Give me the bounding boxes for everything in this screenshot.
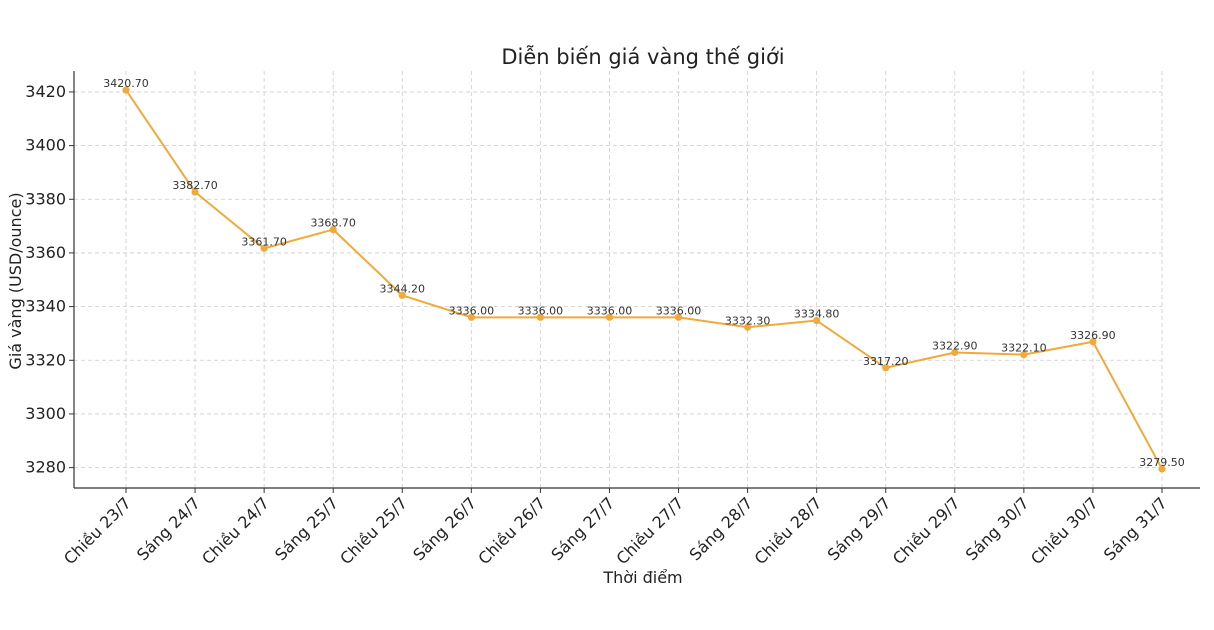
data-labels: 3420.70 3382.70 3361.70 3368.70 3344.20 3336.…	[103, 77, 1185, 469]
data-label: 3332.30	[725, 314, 771, 327]
y-tick-label: 3300	[25, 404, 66, 423]
x-tick-label: Sáng 31/7	[1100, 493, 1171, 564]
data-point	[329, 225, 337, 234]
y-tick-label: 3420	[25, 82, 66, 101]
data-label: 3336.00	[449, 304, 495, 317]
x-tick-label: Sáng 26/7	[409, 493, 480, 564]
x-axis-label: Thời điểm	[602, 568, 682, 587]
data-label: 3326.90	[1070, 329, 1116, 342]
data-point	[260, 244, 268, 252]
data-point	[951, 348, 959, 357]
x-tick-label: Chiều 26/7	[474, 493, 549, 568]
data-label: 3336.00	[587, 304, 633, 317]
data-point	[122, 86, 130, 94]
x-tick-label: Sáng 29/7	[824, 493, 895, 564]
x-tick-label: Chiều 23/7	[60, 493, 135, 568]
y-tick-label: 3320	[25, 350, 66, 369]
data-point	[536, 313, 545, 321]
x-tick-label: Chiều 28/7	[751, 493, 826, 568]
data-point	[674, 313, 683, 321]
data-point	[467, 313, 475, 321]
series-layer	[122, 86, 1166, 473]
x-tick-label: Sáng 30/7	[962, 493, 1033, 564]
y-tick-label: 3280	[25, 458, 66, 477]
x-tick-label: Sáng 27/7	[547, 493, 618, 564]
y-tick-label: 3400	[25, 136, 66, 155]
data-label: 3336.00	[656, 304, 702, 317]
data-label: 3336.00	[518, 304, 564, 317]
data-label: 3334.80	[794, 308, 840, 321]
x-tick-label: Chiều 27/7	[613, 493, 688, 568]
y-tick-label: 3360	[25, 243, 66, 262]
data-label: 3317.20	[863, 355, 909, 368]
data-point	[398, 291, 406, 299]
data-point	[191, 188, 199, 196]
data-label: 3368.70	[310, 217, 356, 230]
series-line	[125, 89, 1163, 470]
x-tick-label: Sáng 25/7	[271, 493, 342, 564]
data-point	[882, 364, 890, 372]
data-label: 3344.20	[380, 282, 426, 295]
y-tick-label: 3380	[25, 189, 66, 208]
data-point	[744, 323, 752, 331]
data-label: 3420.70	[103, 77, 149, 90]
grid	[74, 71, 1163, 488]
data-label: 3279.50	[1139, 456, 1185, 469]
data-point	[1089, 338, 1097, 346]
x-tick-label: Chiều 25/7	[336, 493, 411, 568]
data-point	[813, 316, 821, 325]
x-tick-label: Sáng 28/7	[686, 493, 757, 564]
data-point	[1158, 465, 1166, 473]
x-tick-label: Chiều 30/7	[1027, 493, 1102, 568]
data-point	[605, 313, 614, 321]
data-point	[1020, 351, 1028, 359]
data-label: 3322.90	[932, 339, 978, 352]
y-axis-label: Giá vàng (USD/ounce)	[6, 192, 25, 369]
chart-title: Diễn biến giá vàng thế giới	[501, 44, 784, 69]
data-label: 3322.10	[1001, 342, 1047, 355]
data-label: 3361.70	[241, 235, 287, 248]
x-tick-label: Chiều 24/7	[198, 493, 273, 568]
y-tick-label: 3340	[25, 297, 66, 316]
x-tick-label: Chiều 29/7	[889, 493, 964, 568]
data-label: 3382.70	[172, 179, 218, 192]
x-tick-label: Sáng 24/7	[133, 493, 204, 564]
